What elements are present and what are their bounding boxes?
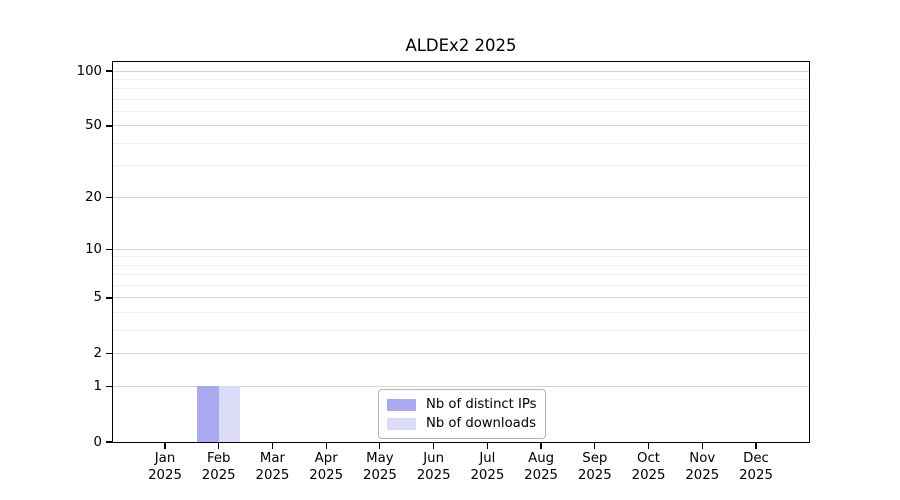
chart-title: ALDEx2 2025	[405, 36, 517, 55]
x-axis-tick	[701, 443, 703, 449]
gridline-minor	[113, 312, 809, 314]
y-tick-label: 100	[76, 63, 102, 79]
x-tick-label: Aug 2025	[524, 451, 558, 483]
y-tick-label: 5	[93, 290, 102, 306]
y-tick-label: 20	[85, 189, 102, 205]
legend-swatch-distinct-ips	[387, 398, 416, 411]
x-tick-label: Jun 2025	[416, 451, 451, 483]
x-axis-tick	[755, 443, 757, 449]
gridline-major	[113, 385, 809, 387]
plot-area: Nb of distinct IPs Nb of downloads	[112, 61, 810, 443]
legend-label-downloads: Nb of downloads	[426, 416, 536, 431]
gridline-minor	[113, 285, 809, 287]
legend-row-downloads: Nb of downloads	[387, 414, 537, 433]
gridline-minor	[113, 78, 809, 80]
x-axis-tick	[325, 443, 327, 449]
x-tick-label: Apr 2025	[309, 451, 344, 483]
x-axis-tick	[379, 443, 381, 449]
y-tick-label: 1	[93, 378, 102, 394]
y-axis-tick	[106, 248, 112, 250]
x-tick-label: Dec 2025	[739, 451, 773, 483]
gridline-minor	[113, 264, 809, 266]
x-axis-tick	[486, 443, 488, 449]
gridline-minor	[113, 330, 809, 332]
x-axis-tick	[164, 443, 166, 449]
plot-canvas	[113, 62, 809, 442]
x-tick-label: May 2025	[362, 451, 397, 483]
gridline-major	[113, 248, 809, 250]
gridline-minor	[113, 165, 809, 167]
gridline-minor	[113, 274, 809, 276]
x-tick-label: Sep 2025	[577, 451, 612, 483]
bar-nb-of-distinct-ips-feb	[197, 386, 219, 442]
gridline-minor	[113, 98, 809, 100]
x-tick-label: Mar 2025	[255, 451, 290, 483]
y-axis-tick	[106, 441, 112, 443]
gridline-major	[113, 125, 809, 127]
gridline-minor	[113, 111, 809, 113]
y-axis-tick	[106, 70, 112, 72]
gridline-major	[113, 297, 809, 299]
y-tick-label: 0	[93, 434, 102, 450]
x-tick-label: Jan 2025	[148, 451, 182, 483]
y-tick-label: 50	[85, 118, 102, 134]
y-tick-label: 2	[93, 346, 102, 362]
x-axis-tick	[594, 443, 596, 449]
gridline-minor	[113, 256, 809, 258]
gridline-minor	[113, 142, 809, 144]
x-axis-tick	[218, 443, 220, 449]
y-axis-tick	[106, 353, 112, 355]
bar-nb-of-downloads-feb	[218, 386, 241, 442]
x-tick-label: Oct 2025	[631, 451, 666, 483]
x-tick-label: Jul 2025	[470, 451, 505, 483]
x-tick-label: Nov 2025	[685, 451, 720, 483]
x-axis-tick	[271, 443, 274, 449]
legend-label-distinct-ips: Nb of distinct IPs	[426, 397, 537, 412]
legend: Nb of distinct IPs Nb of downloads	[378, 389, 546, 439]
gridline-major	[113, 353, 809, 355]
y-axis-tick	[106, 125, 112, 127]
y-axis-tick	[106, 196, 112, 198]
legend-swatch-downloads	[387, 417, 416, 430]
gridline-major	[113, 70, 809, 72]
x-tick-label: Feb 2025	[201, 451, 236, 483]
y-axis-tick	[106, 297, 112, 299]
x-axis-tick	[433, 443, 435, 449]
gridline-minor	[113, 88, 809, 90]
y-axis-tick	[106, 385, 112, 387]
gridline-major	[113, 196, 809, 198]
legend-row-distinct-ips: Nb of distinct IPs	[387, 395, 537, 414]
x-axis-tick	[540, 443, 542, 449]
y-tick-label: 10	[85, 241, 102, 257]
x-axis-tick	[647, 443, 650, 449]
